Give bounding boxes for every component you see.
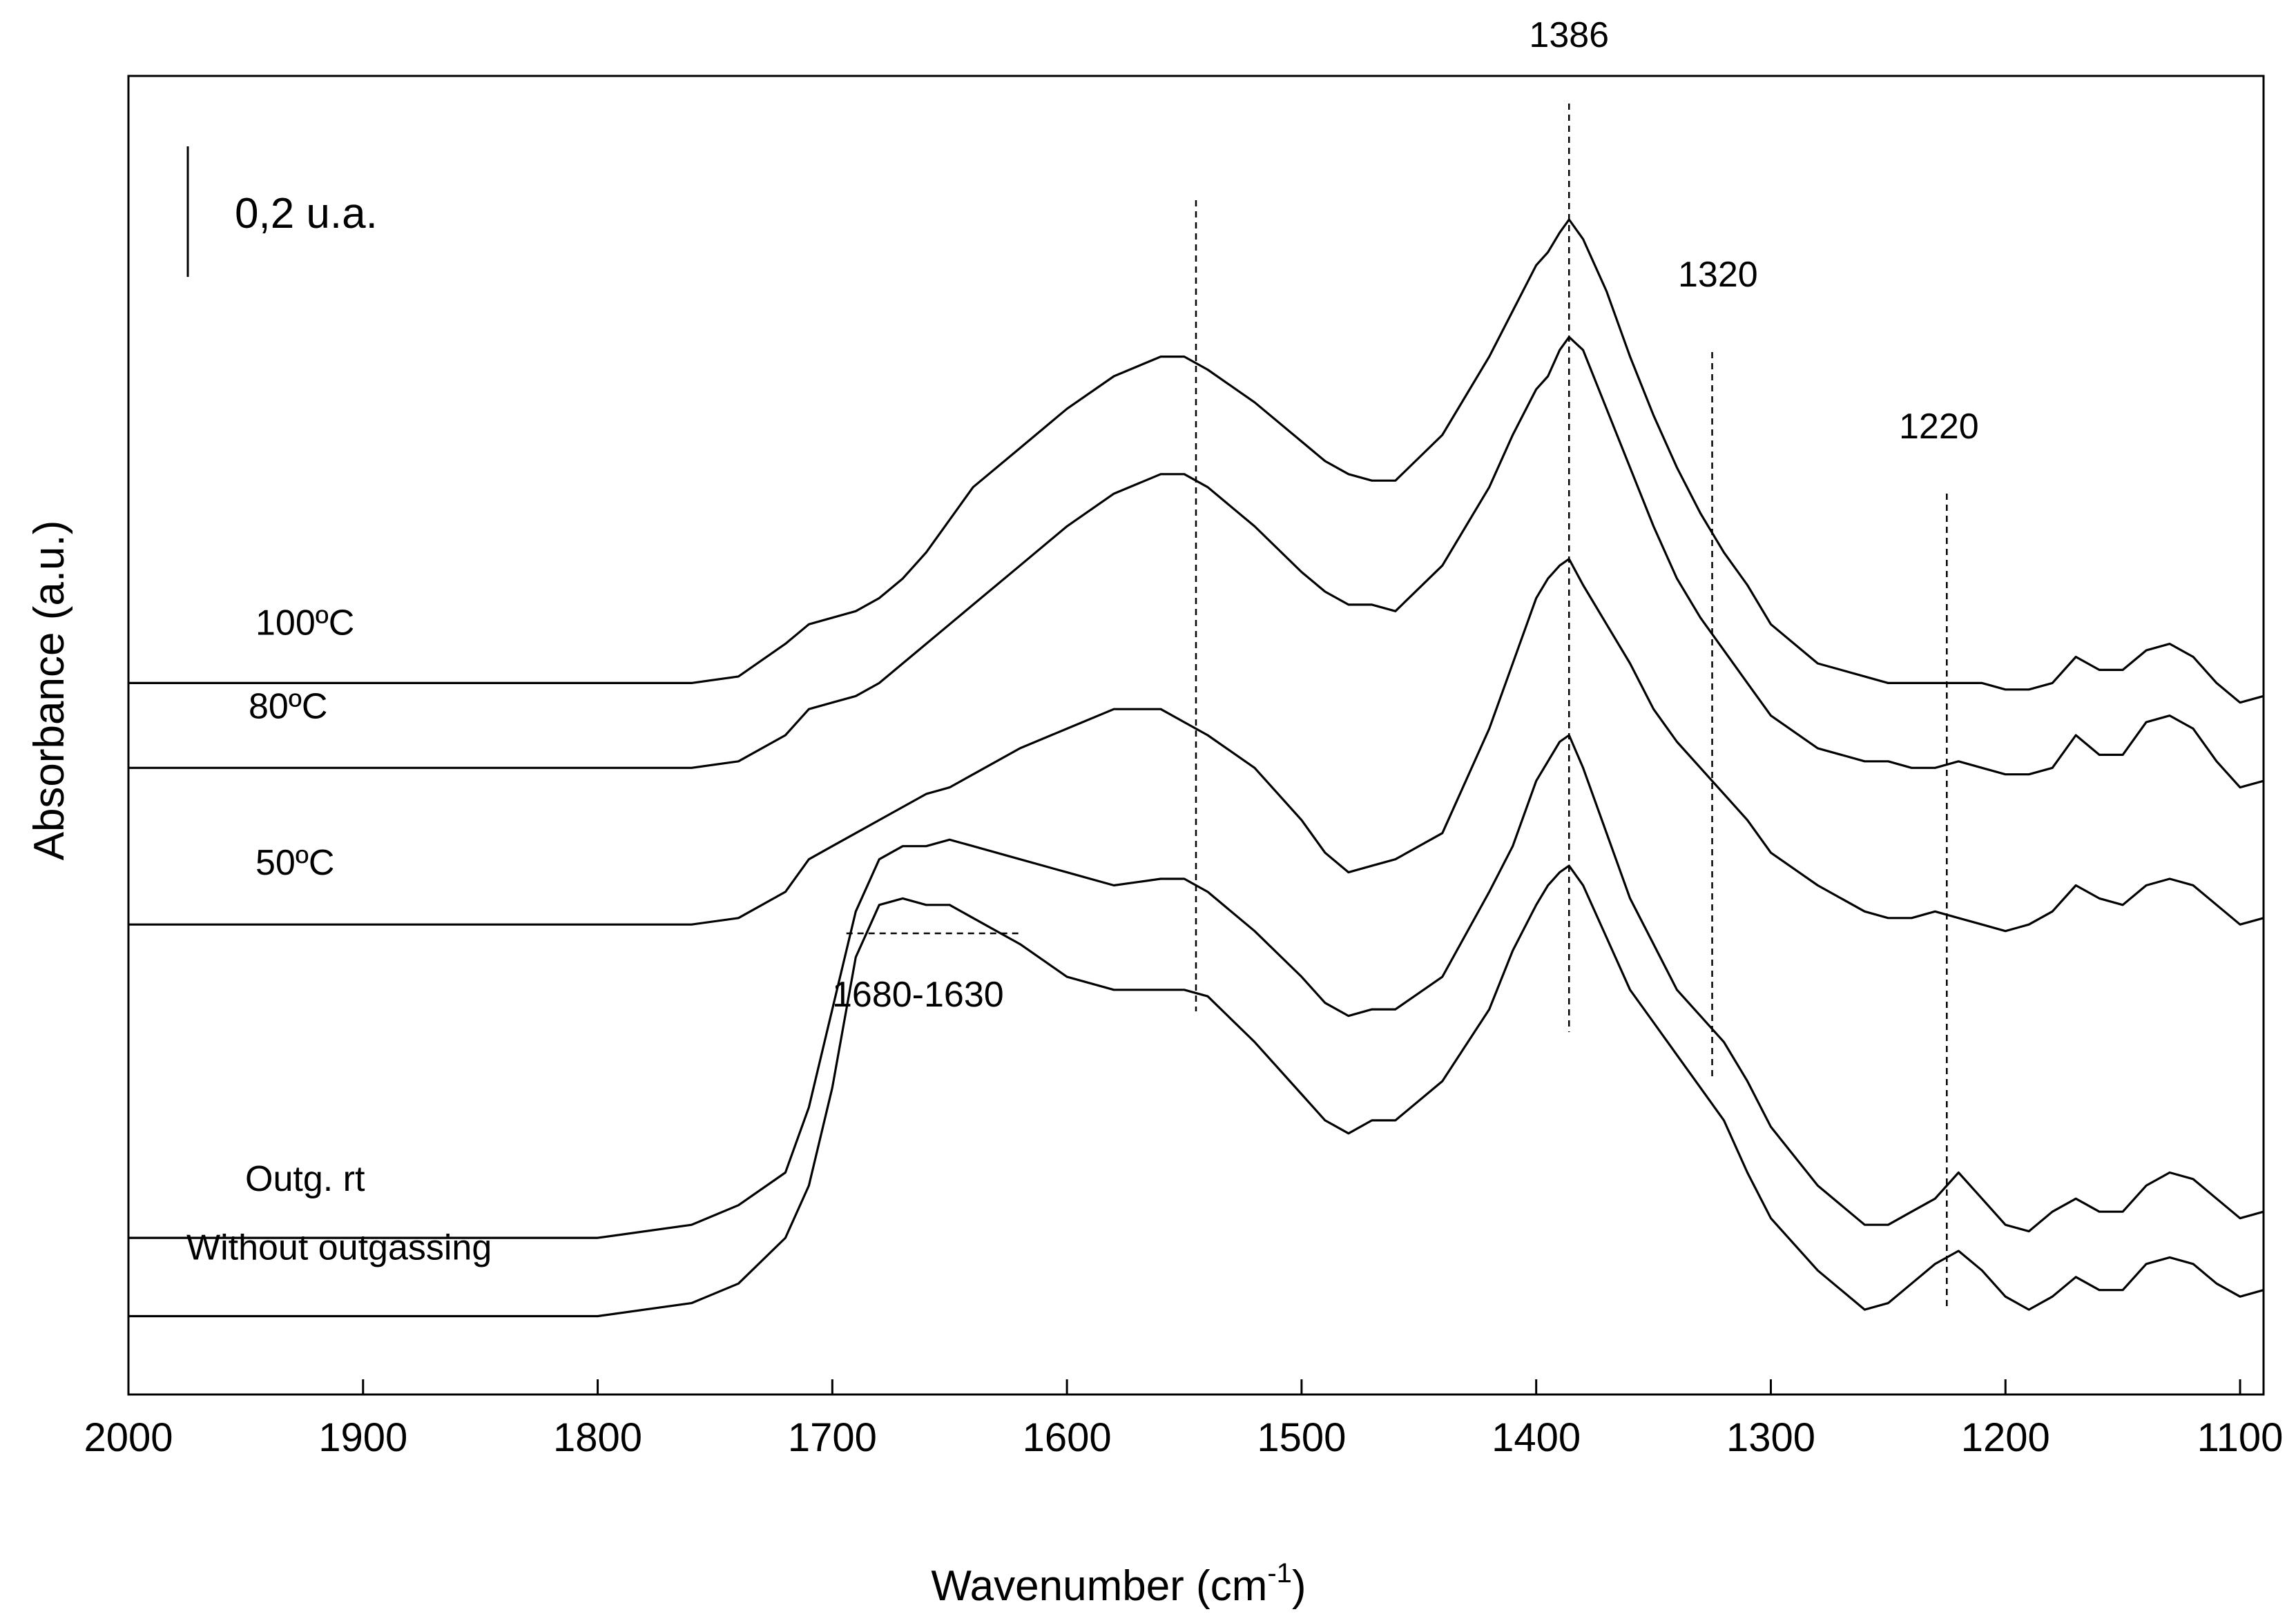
- x-tick-label-1600: 1600: [1023, 1415, 1112, 1460]
- x-tick-label-1300: 1300: [1726, 1415, 1815, 1460]
- scale-bar-label: 0,2 u.a.: [235, 190, 378, 237]
- series-label-outg-rt: Outg. rt: [245, 1159, 365, 1199]
- x-axis-title: Wavenumber (cm-1): [931, 1558, 1306, 1610]
- x-tick-label-1100: 1100: [2197, 1415, 2284, 1460]
- annotation-1680-1630: 1680-1630: [832, 975, 1004, 1015]
- series-label-100-c: 100ºC: [255, 603, 354, 643]
- series-labels: 100ºC 80ºC 50ºC Outg. rt Without outgassing: [186, 603, 492, 1267]
- reference-lines: [846, 104, 1948, 1308]
- annotation-1320: 1320: [1678, 255, 1758, 295]
- y-axis-title: Absorbance (a.u.): [26, 521, 73, 861]
- plot-frame: [127, 75, 2265, 1396]
- spectrum-line-80-c: [128, 336, 2264, 789]
- x-axis-title-superscript: -1: [1267, 1558, 1292, 1588]
- annotation-1386: 1386: [1529, 15, 1609, 55]
- x-tick-label-1500: 1500: [1257, 1415, 1346, 1460]
- x-axis-title-close: ): [1292, 1562, 1306, 1610]
- series-label-without-outgassing: Without outgassing: [186, 1228, 492, 1268]
- x-tick-label-1900: 1900: [318, 1415, 407, 1460]
- x-tick-label-1800: 1800: [553, 1415, 642, 1460]
- spectrum-line-50-c: [128, 558, 2264, 933]
- x-axis-ticks: [127, 1379, 2241, 1394]
- x-axis-tick-labels: 2000 1900 1800 1700 1600 1500 1400 1300 1200 1100: [84, 1415, 2283, 1460]
- x-axis-title-main: Wavenumber (cm: [931, 1562, 1267, 1610]
- x-tick-label-1400: 1400: [1492, 1415, 1581, 1460]
- series-label-80-c: 80ºC: [249, 686, 327, 726]
- x-tick-label-1200: 1200: [1961, 1415, 2050, 1460]
- x-tick-label-2000: 2000: [84, 1415, 173, 1460]
- spectrum-line-without-outgassing: [128, 864, 2264, 1318]
- spectrum-line-outg-rt: [128, 734, 2264, 1239]
- x-tick-label-1700: 1700: [788, 1415, 877, 1460]
- spectrum-line-100-c: [128, 218, 2264, 704]
- annotation-1220: 1220: [1899, 407, 1979, 447]
- series-label-50-c: 50ºC: [255, 843, 334, 883]
- spectra-lines: [128, 218, 2264, 1318]
- annotation-labels: 1386 1320 1220 1680-1630: [832, 15, 1979, 1015]
